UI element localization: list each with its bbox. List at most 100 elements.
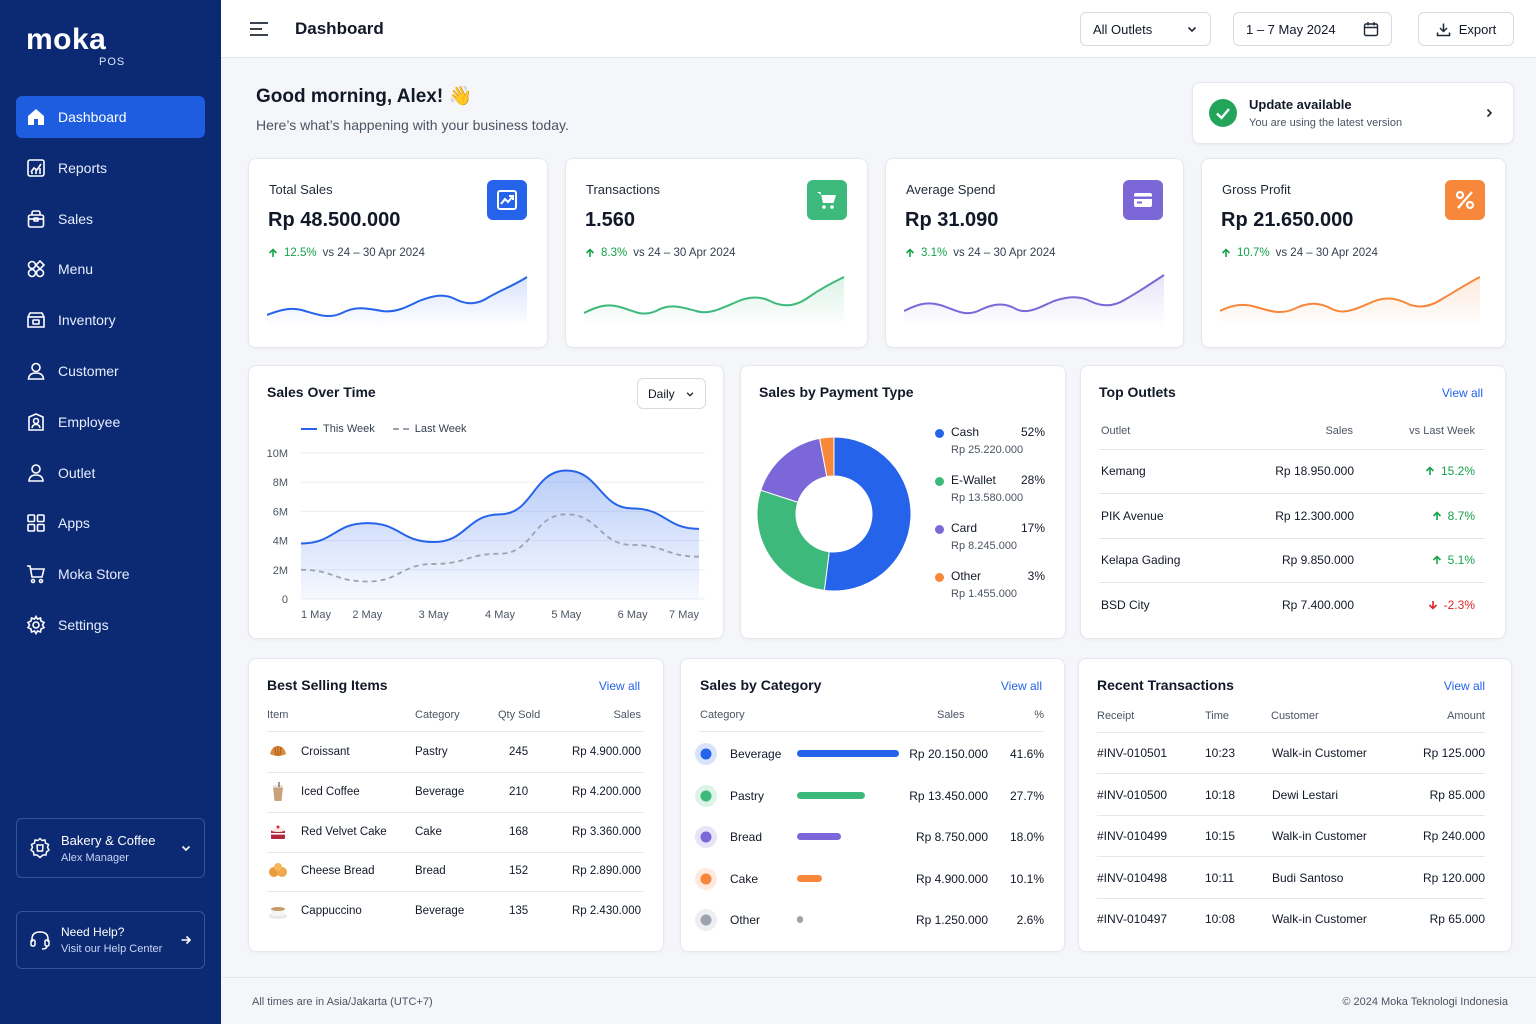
column-header: Outlet: [1101, 425, 1131, 437]
sidebar-item-label: Menu: [58, 261, 94, 278]
table-row[interactable]: #INV-010498 10:11 Budi Santoso Rp 120.000: [1097, 871, 1485, 889]
x-tick-label: 7 May: [669, 609, 699, 621]
table-row[interactable]: Iced Coffee Beverage 210 Rp 4.200.000: [267, 781, 643, 805]
y-tick-label: 6M: [273, 506, 288, 518]
customer-name: Walk-in Customer: [1272, 746, 1367, 760]
view-all-link[interactable]: View all: [1000, 679, 1042, 693]
table-row[interactable]: Bread Rp 8.750.000 18.0%: [695, 826, 1044, 848]
item-qty: 135: [509, 905, 529, 918]
legend-amount: Rp 8.245.000: [951, 540, 1018, 552]
update-banner[interactable]: Update available You are using the lates…: [1192, 82, 1514, 144]
table-row[interactable]: Red Velvet Cake Cake 168 Rp 3.360.000: [267, 821, 643, 845]
beverage-category-icon: [695, 743, 717, 765]
table-row[interactable]: Beverage Rp 20.150.000 41.6%: [695, 743, 1044, 765]
help-subtitle: Visit our Help Center: [61, 943, 163, 955]
view-all-link[interactable]: View all: [598, 679, 640, 693]
table-row[interactable]: Kemang Rp 18.950.000 15.2%: [1099, 464, 1485, 484]
item-qty: 210: [509, 785, 529, 798]
table-row[interactable]: #INV-010501 10:23 Walk-in Customer Rp 125.0…: [1097, 746, 1485, 764]
business-name: Bakery & Coffee: [61, 832, 156, 848]
sidebar-item-dashboard[interactable]: Dashboard: [16, 96, 205, 138]
item-name: Croissant: [301, 746, 350, 758]
pie-slice-cash[interactable]: [823, 436, 912, 592]
sidebar-item-menu[interactable]: Menu: [16, 248, 205, 290]
export-button[interactable]: Export: [1418, 12, 1514, 46]
chart-legend: This Week Last Week: [301, 423, 467, 435]
outlet-change: 15.2%: [1425, 464, 1475, 478]
store-badge-icon: [30, 837, 50, 859]
sidebar-item-reports[interactable]: Reports: [16, 147, 205, 189]
column-header: Category: [415, 709, 460, 721]
sidebar-item-moka-store[interactable]: Moka Store: [16, 553, 205, 595]
other-category-icon: [695, 909, 717, 931]
divider: [267, 772, 643, 773]
table-row[interactable]: Pastry Rp 13.450.000 27.7%: [695, 784, 1044, 807]
kpi-title: Transactions: [586, 182, 660, 197]
divider: [267, 851, 643, 853]
transaction-time: 10:18: [1205, 787, 1236, 802]
table-row[interactable]: BSD City Rp 7.400.000 -2.3%: [1099, 598, 1485, 618]
table-row[interactable]: Croissant Pastry 245 Rp 4.900.000: [267, 741, 643, 765]
chevron-down-icon: [181, 845, 191, 852]
outlet-select[interactable]: All Outlets: [1080, 12, 1211, 46]
legend-name: Other: [951, 569, 982, 583]
table-row[interactable]: Kelapa Gading Rp 9.850.000 5.1%: [1099, 553, 1485, 573]
sidebar-item-settings[interactable]: Settings: [16, 604, 205, 646]
table-row[interactable]: #INV-010497 10:08 Walk-in Customer Rp 65.00…: [1097, 912, 1485, 930]
category-name: Pastry: [730, 788, 765, 803]
help-center-link[interactable]: Need Help? Visit our Help Center: [16, 911, 205, 969]
business-switcher[interactable]: Bakery & Coffee Alex Manager: [16, 818, 205, 878]
sidebar-item-label: Outlet: [58, 464, 96, 481]
item-name: Red Velvet Cake: [301, 825, 387, 838]
sidebar-item-label: Customer: [58, 362, 119, 379]
kpi-value: Rp 31.090: [905, 209, 999, 231]
kpi-title: Average Spend: [906, 182, 996, 197]
date-range-picker[interactable]: 1 – 7 May 2024: [1233, 12, 1392, 46]
legend-dot: [935, 573, 944, 582]
item-category: Beverage: [415, 785, 465, 798]
bag-icon: [27, 209, 45, 228]
divider: [267, 891, 643, 893]
sidebar-item-apps[interactable]: Apps: [16, 502, 205, 544]
view-all-link[interactable]: View all: [1443, 679, 1485, 693]
id-badge-icon: [28, 412, 44, 431]
sidebar-item-inventory[interactable]: Inventory: [16, 299, 205, 341]
kpi-value: 1.560: [585, 209, 636, 231]
receipt-id: #INV-010500: [1097, 787, 1168, 802]
sidebar-item-outlet[interactable]: Outlet: [16, 452, 205, 494]
pie-slice-e-wallet[interactable]: [756, 489, 830, 591]
item-qty: 152: [509, 865, 529, 878]
headset-icon: [30, 931, 50, 950]
table-row[interactable]: PIK Avenue Rp 12.300.000 8.7%: [1099, 509, 1485, 529]
sidebar-item-sales[interactable]: Sales: [16, 198, 205, 240]
pie-slice-other[interactable]: [818, 436, 835, 478]
divider: [1097, 814, 1485, 816]
date-range-value: 1 – 7 May 2024: [1246, 21, 1336, 37]
table-row[interactable]: Cheese Bread Bread 152 Rp 2.890.000: [267, 860, 643, 884]
table-row[interactable]: #INV-010499 10:15 Walk-in Customer Rp 240.0…: [1097, 829, 1485, 847]
gear-icon: [26, 614, 46, 635]
legend-label: This Week: [323, 423, 375, 435]
view-all-link[interactable]: View all: [1441, 386, 1483, 400]
download-icon: [1436, 23, 1450, 36]
recent-transactions-card: Recent Transactions View all Receipt Tim…: [1078, 658, 1512, 952]
hamburger-menu-icon[interactable]: [249, 20, 269, 38]
help-title: Need Help?: [61, 925, 125, 939]
table-row[interactable]: #INV-010500 10:18 Dewi Lestari Rp 85.000: [1097, 788, 1485, 806]
top-outlets-card: Top Outlets View all Outlet Sales vs Las…: [1080, 365, 1506, 639]
table-row[interactable]: Cappuccino Beverage 135 Rp 2.430.000: [267, 900, 643, 924]
interval-select[interactable]: Daily: [637, 378, 706, 409]
bread-category-icon: [695, 826, 717, 848]
sidebar-item-customer[interactable]: Customer: [16, 350, 205, 392]
kpi-change: 8.3% vs 24 – 30 Apr 2024: [585, 247, 736, 259]
table-row[interactable]: Cake Rp 4.900.000 10.1%: [695, 867, 1044, 890]
column-header: Sales: [613, 709, 641, 721]
outlet-name: Kemang: [1101, 464, 1146, 478]
pie-slice-card[interactable]: [760, 437, 828, 503]
item-sales: Rp 2.890.000: [571, 865, 641, 878]
table-row[interactable]: Other Rp 1.250.000 2.6%: [695, 909, 1044, 931]
sidebar-item-employee[interactable]: Employee: [16, 401, 205, 443]
legend-swatch-last-week: [392, 428, 409, 430]
x-tick-label: 1 May: [301, 609, 331, 621]
logo[interactable]: moka POS: [26, 24, 124, 69]
